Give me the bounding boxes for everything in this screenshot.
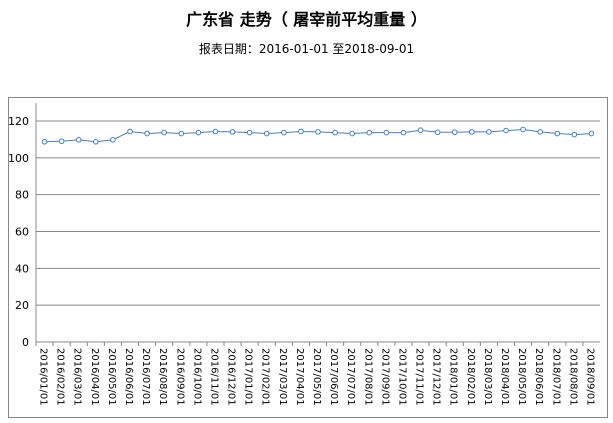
data-point [315,129,321,135]
data-point [263,130,270,137]
data-point [229,129,236,135]
x-tick-label: 2016/06/01 [123,348,134,406]
data-point [349,130,355,137]
chart-title: 广东省 走势（ 屠宰前平均重量 ） [186,10,427,29]
x-tick-label: 2017/02/01 [260,348,271,406]
y-tick-label: 40 [15,262,29,275]
x-tick-label: 2016/10/01 [191,348,202,406]
x-tick-label: 2016/03/01 [72,348,83,406]
x-tick-label: 2017/01/01 [243,348,254,406]
x-tick-label: 2016/08/01 [157,348,168,406]
x-tick-label: 2017/07/01 [345,348,356,406]
data-point [212,128,219,135]
data-point [571,131,578,138]
x-tick-label: 2018/09/01 [584,348,595,406]
data-point [75,136,82,143]
y-tick-label: 0 [22,336,29,349]
x-tick-label: 2018/06/01 [533,348,544,406]
x-tick-label: 2018/04/01 [499,348,510,406]
data-point [366,129,373,136]
chart-subtitle: 报表日期：2016-01-01 至2018-09-01 [198,42,415,56]
y-tick-label: 120 [8,115,29,128]
x-tick-label: 2016/07/01 [140,348,151,406]
x-tick-label: 2016/02/01 [55,348,66,406]
data-point [161,129,167,136]
x-tick-label: 2017/10/01 [396,348,407,406]
y-tick-label: 80 [15,189,29,202]
data-point [486,129,492,135]
data-point [298,128,304,135]
data-point [110,136,116,143]
y-tick-label: 60 [15,226,29,239]
x-tick-label: 2017/06/01 [328,348,339,406]
data-point [400,129,407,136]
data-point [554,130,561,137]
x-tick-label: 2018/07/01 [550,348,561,406]
x-tick-label: 2018/03/01 [482,348,493,406]
x-tick-label: 2016/04/01 [89,348,100,406]
x-tick-label: 2017/03/01 [277,348,288,406]
x-tick-label: 2016/05/01 [106,348,117,406]
x-tick-label: 2018/01/01 [448,348,459,406]
x-tick-label: 2017/08/01 [362,348,373,406]
y-tick-label: 100 [8,152,29,165]
data-point [41,139,48,145]
x-tick-label: 2017/05/01 [311,348,322,406]
x-tick-label: 2018/05/01 [516,348,527,406]
x-tick-label: 2016/01/01 [38,348,49,406]
data-point [520,126,526,133]
data-point [144,130,150,137]
data-point [195,129,202,136]
data-point [246,129,253,136]
data-point [178,130,185,137]
data-point [588,130,595,137]
data-point [383,129,390,136]
x-tick-label: 2016/09/01 [174,348,185,406]
x-tick-label: 2017/04/01 [294,348,305,406]
data-point [127,128,133,135]
x-tick-label: 2016/12/01 [226,348,237,406]
x-tick-label: 2016/11/01 [208,348,219,406]
data-point [417,127,424,134]
data-point [58,138,65,145]
chart-frame [8,97,608,418]
y-tick-label: 20 [15,299,29,312]
x-tick-label: 2017/09/01 [379,348,390,406]
data-point [281,129,287,136]
x-tick-label: 2018/02/01 [465,348,476,406]
x-tick-label: 2017/11/01 [414,348,425,406]
x-tick-label: 2017/12/01 [431,348,442,406]
data-point [503,127,509,134]
data-point [537,129,543,135]
data-point [332,129,338,136]
data-point [434,129,441,136]
data-point [93,139,99,145]
data-point [451,129,458,136]
x-tick-label: 2018/08/01 [567,348,578,406]
data-point [469,129,475,135]
